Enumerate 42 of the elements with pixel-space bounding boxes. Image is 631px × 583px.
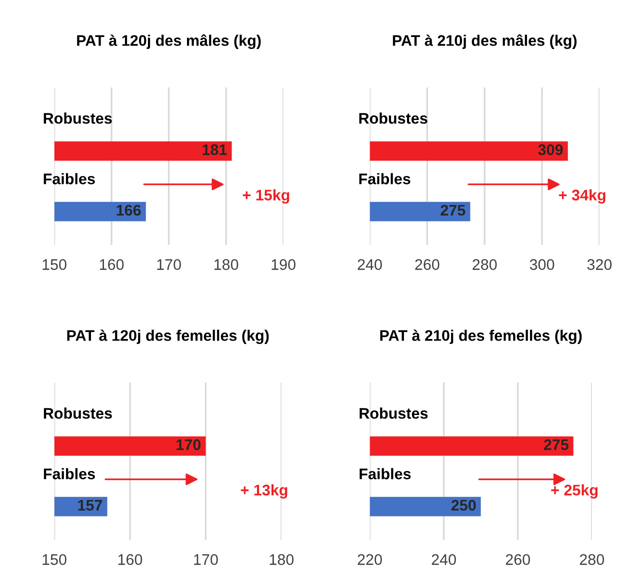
data-label: 275 <box>440 204 466 216</box>
annotation: + 15kg <box>242 189 290 204</box>
x-tick-label: 260 <box>506 554 530 565</box>
y-tick-label: Robustes <box>360 408 428 419</box>
x-tick-label: 160 <box>118 554 142 565</box>
annotation: + 34kg <box>558 189 606 204</box>
data-label: 157 <box>78 500 102 511</box>
x-tick-label: 170 <box>194 554 218 565</box>
x-tick-label: 190 <box>272 259 296 270</box>
y-tick-label: Robustes <box>44 112 112 124</box>
y-tick-label: Robustes <box>359 112 428 124</box>
chart-title: PAT à 210j des femelles (kg) <box>380 330 582 344</box>
y-tick-label: Robustes <box>44 408 112 419</box>
x-tick-label: 260 <box>415 259 440 270</box>
y-tick-label: Faibles <box>360 468 411 480</box>
chart-title: PAT à 210j des mâles (kg) <box>392 34 577 50</box>
x-tick-label: 240 <box>432 554 456 565</box>
x-tick-label: 280 <box>472 259 497 270</box>
chart-title: PAT à 120j des femelles (kg) <box>67 330 269 344</box>
x-tick-label: 150 <box>42 259 66 270</box>
x-tick-label: 300 <box>530 259 554 270</box>
annotation: + 13kg <box>240 484 288 499</box>
x-tick-label: 240 <box>358 259 382 270</box>
y-tick-label: Faibles <box>359 173 410 184</box>
data-label: 170 <box>176 439 201 450</box>
x-tick-label: 180 <box>214 259 238 270</box>
x-tick-label: 180 <box>270 554 294 565</box>
x-tick-label: 160 <box>100 259 124 270</box>
data-label: 275 <box>544 439 569 450</box>
data-label: 250 <box>451 500 476 511</box>
chart-title: PAT à 120j des mâles (kg) <box>77 34 261 50</box>
annotation: + 25kg <box>551 484 598 499</box>
x-tick-label: 150 <box>42 554 66 565</box>
x-tick-label: 320 <box>587 259 612 270</box>
data-label: 181 <box>202 144 227 156</box>
x-tick-label: 170 <box>157 259 181 270</box>
x-tick-label: 220 <box>358 554 382 565</box>
data-label: 309 <box>538 144 563 156</box>
x-tick-label: 280 <box>580 554 604 565</box>
y-tick-label: Faibles <box>44 173 95 184</box>
data-label: 166 <box>116 204 141 216</box>
y-tick-label: Faibles <box>44 468 95 480</box>
